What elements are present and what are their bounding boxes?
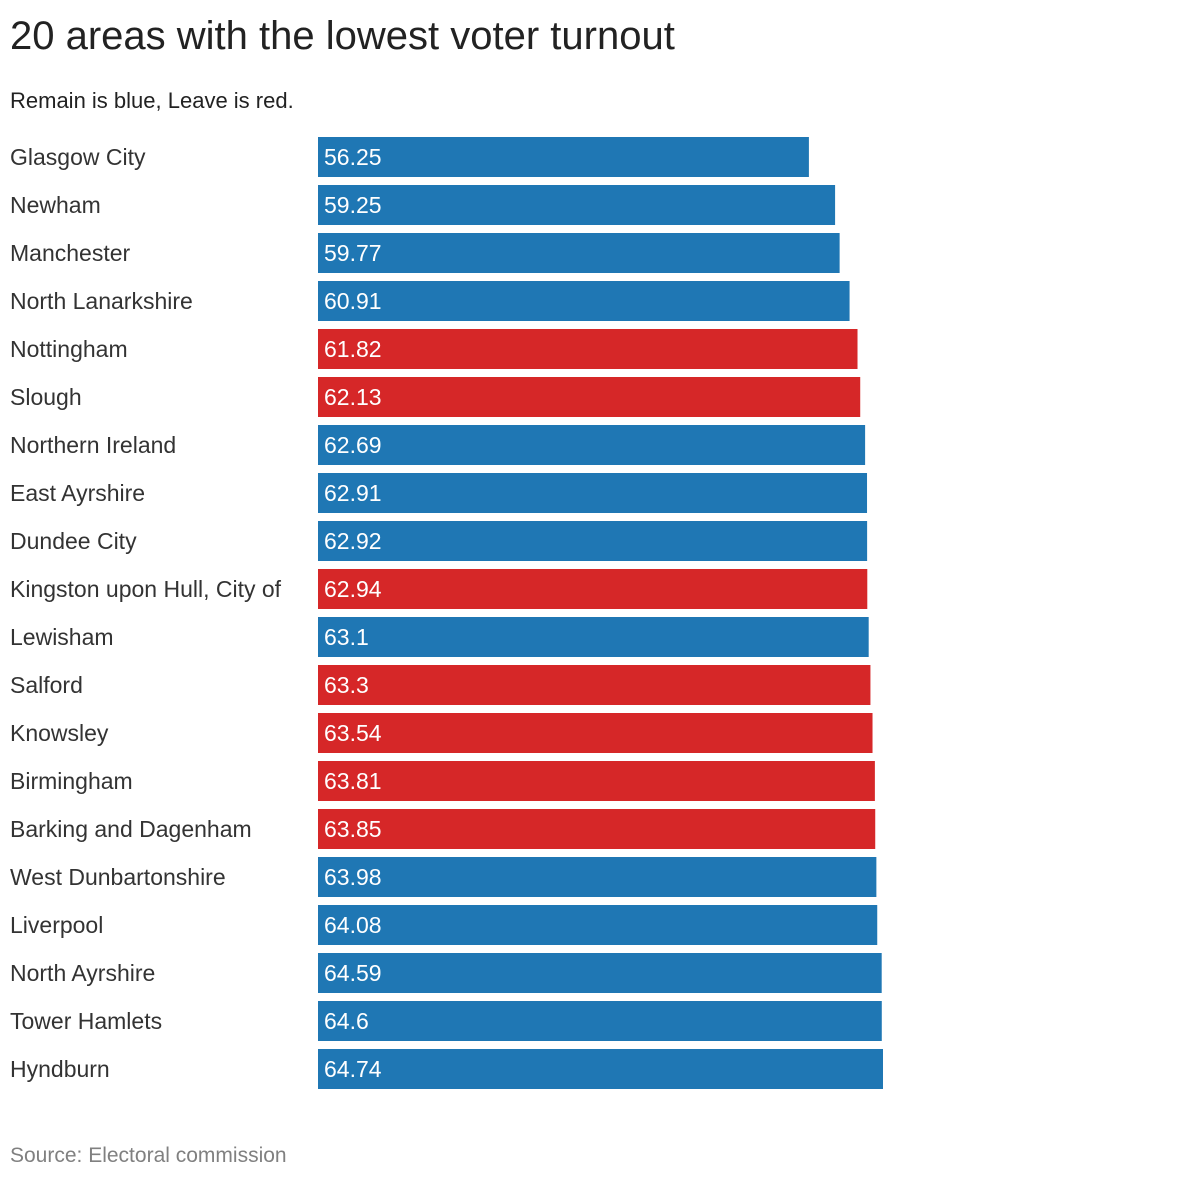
source-note: Source: Electoral commission bbox=[10, 1144, 287, 1167]
bar-row: North Lanarkshire 60.91 bbox=[10, 281, 850, 321]
value-label: 59.25 bbox=[324, 192, 382, 218]
bar-leave bbox=[318, 569, 868, 609]
bar-remain bbox=[318, 425, 866, 465]
category-label: Barking and Dagenham bbox=[10, 816, 252, 842]
category-label: North Ayrshire bbox=[10, 960, 155, 986]
chart-title: 20 areas with the lowest voter turnout bbox=[10, 14, 675, 58]
value-label: 62.13 bbox=[324, 384, 382, 410]
bar-leave bbox=[318, 761, 875, 801]
bar-remain bbox=[318, 185, 836, 225]
value-label: 63.3 bbox=[324, 672, 369, 698]
value-label: 60.91 bbox=[324, 288, 382, 314]
bar-row: Kingston upon Hull, City of 62.94 bbox=[10, 569, 868, 609]
value-label: 59.77 bbox=[324, 240, 382, 266]
value-label: 63.85 bbox=[324, 816, 382, 842]
value-label: 63.81 bbox=[324, 768, 382, 794]
category-label: Dundee City bbox=[10, 528, 137, 554]
bar-row: Liverpool 64.08 bbox=[10, 905, 878, 945]
bar-remain bbox=[318, 473, 868, 513]
category-label: Salford bbox=[10, 672, 83, 698]
value-label: 61.82 bbox=[324, 336, 382, 362]
category-label: Northern Ireland bbox=[10, 432, 176, 458]
category-label: West Dunbartonshire bbox=[10, 864, 226, 890]
bar-remain bbox=[318, 281, 850, 321]
bar-row: West Dunbartonshire 63.98 bbox=[10, 857, 877, 897]
bar-row: Lewisham 63.1 bbox=[10, 617, 869, 657]
value-label: 64.59 bbox=[324, 960, 382, 986]
bar-remain bbox=[318, 953, 882, 993]
bar-row: Hyndburn 64.74 bbox=[10, 1049, 883, 1089]
bar-leave bbox=[318, 665, 871, 705]
value-label: 62.69 bbox=[324, 432, 382, 458]
category-label: Lewisham bbox=[10, 624, 114, 650]
bar-remain bbox=[318, 521, 868, 561]
bar-row: Barking and Dagenham 63.85 bbox=[10, 809, 876, 849]
bar-row: Newham 59.25 bbox=[10, 185, 836, 225]
value-label: 62.91 bbox=[324, 480, 382, 506]
bar-row: Tower Hamlets 64.6 bbox=[10, 1001, 882, 1041]
category-label: Liverpool bbox=[10, 912, 103, 938]
bar-row: Manchester 59.77 bbox=[10, 233, 840, 273]
category-label: Nottingham bbox=[10, 336, 128, 362]
bar-row: Northern Ireland 62.69 bbox=[10, 425, 866, 465]
value-label: 63.1 bbox=[324, 624, 369, 650]
value-label: 64.74 bbox=[324, 1056, 382, 1082]
category-label: East Ayrshire bbox=[10, 480, 145, 506]
category-label: Kingston upon Hull, City of bbox=[10, 576, 282, 602]
category-label: Birmingham bbox=[10, 768, 133, 794]
value-label: 62.92 bbox=[324, 528, 382, 554]
bar-remain bbox=[318, 905, 878, 945]
bar-remain bbox=[318, 137, 809, 177]
bar-leave bbox=[318, 329, 858, 369]
bar-row: Nottingham 61.82 bbox=[10, 329, 858, 369]
bar-row: North Ayrshire 64.59 bbox=[10, 953, 882, 993]
bar-row: East Ayrshire 62.91 bbox=[10, 473, 868, 513]
category-label: Knowsley bbox=[10, 720, 109, 746]
bar-leave bbox=[318, 377, 861, 417]
category-label: Hyndburn bbox=[10, 1056, 110, 1082]
bar-row: Salford 63.3 bbox=[10, 665, 871, 705]
bar-remain bbox=[318, 1049, 883, 1089]
value-label: 64.08 bbox=[324, 912, 382, 938]
category-label: Slough bbox=[10, 384, 82, 410]
bar-remain bbox=[318, 857, 877, 897]
value-label: 63.54 bbox=[324, 720, 382, 746]
category-label: Manchester bbox=[10, 240, 131, 266]
bar-row: Birmingham 63.81 bbox=[10, 761, 875, 801]
bar-remain bbox=[318, 1001, 882, 1041]
bar-row: Dundee City 62.92 bbox=[10, 521, 868, 561]
value-label: 64.6 bbox=[324, 1008, 369, 1034]
bar-remain bbox=[318, 617, 869, 657]
bar-row: Knowsley 63.54 bbox=[10, 713, 873, 753]
bar-leave bbox=[318, 809, 876, 849]
category-label: Tower Hamlets bbox=[10, 1008, 162, 1034]
bar-row: Slough 62.13 bbox=[10, 377, 861, 417]
value-label: 62.94 bbox=[324, 576, 382, 602]
bar-remain bbox=[318, 233, 840, 273]
value-label: 56.25 bbox=[324, 144, 382, 170]
chart-subtitle: Remain is blue, Leave is red. bbox=[10, 88, 294, 113]
value-label: 63.98 bbox=[324, 864, 382, 890]
bar-leave bbox=[318, 713, 873, 753]
category-label: North Lanarkshire bbox=[10, 288, 193, 314]
bar-row: Glasgow City 56.25 bbox=[10, 137, 809, 177]
category-label: Glasgow City bbox=[10, 144, 146, 170]
category-label: Newham bbox=[10, 192, 101, 218]
